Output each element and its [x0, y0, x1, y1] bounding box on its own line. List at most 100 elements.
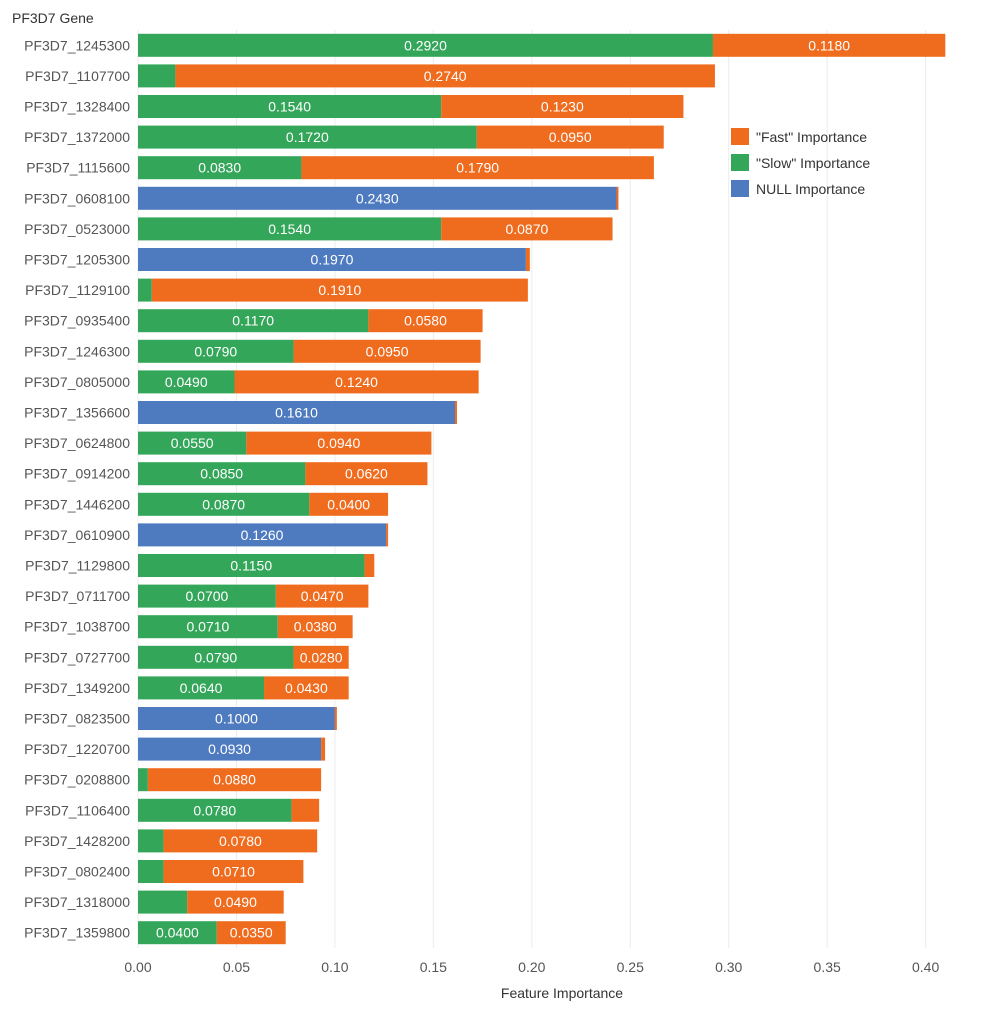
gene-label: PF3D7_1246300 [24, 343, 130, 359]
bar-fast-importance [234, 370, 479, 394]
bar-value-label: 0.0350 [230, 925, 273, 941]
bar-value-label: 0.0710 [186, 619, 229, 635]
bar-fast-importance [441, 95, 684, 118]
bar-fast-importance [305, 462, 428, 486]
bar-value-label: 0.1000 [215, 711, 258, 727]
gene-label: PF3D7_0914200 [24, 466, 130, 482]
gene-label: PF3D7_0805000 [24, 374, 130, 390]
bar-fast-importance [147, 768, 322, 792]
bar-fast-importance [455, 401, 457, 424]
bar-value-label: 0.1230 [541, 99, 584, 115]
bar-slow-importance [138, 492, 310, 516]
bar-fast-importance [216, 921, 286, 945]
bar-slow-importance [138, 33, 713, 57]
bar-value-label: 0.2740 [424, 68, 467, 84]
gene-label: PF3D7_0802400 [24, 864, 130, 880]
bar-value-label: 0.1540 [268, 99, 311, 115]
gene-label: PF3D7_0727700 [24, 649, 130, 665]
gene-label: PF3D7_1115600 [26, 160, 130, 176]
legend-label: "Slow" Importance [756, 155, 870, 171]
x-tick-label: 0.25 [617, 959, 644, 975]
bar-value-label: 0.1540 [268, 221, 311, 237]
x-tick-label: 0.20 [518, 959, 545, 975]
gene-label: PF3D7_1372000 [24, 129, 130, 145]
bar-value-label: 0.0400 [156, 925, 199, 941]
x-tick-label: 0.00 [124, 959, 151, 975]
bar-value-label: 0.0490 [214, 894, 257, 910]
bar-fast-importance [293, 339, 481, 363]
bar-fast-importance [293, 645, 349, 669]
bar-fast-importance [246, 431, 432, 455]
bar-fast-importance [386, 523, 389, 547]
bar-value-label: 0.1180 [808, 37, 850, 53]
bar-value-label: 0.1240 [335, 374, 378, 390]
bar-value-label: 0.0550 [171, 435, 214, 451]
bar-fast-importance [163, 829, 318, 853]
bar-value-label: 0.1720 [286, 129, 329, 145]
bar-fast-importance [334, 707, 337, 730]
y-tick-labels: PF3D7_1245300 PF3D7_1107700 PF3D7_1328400 P… [24, 37, 130, 940]
bar-value-label: 0.0930 [208, 741, 251, 757]
gene-label: PF3D7_0823500 [24, 711, 130, 727]
x-tick-label: 0.30 [715, 959, 742, 975]
bar-slow-importance [138, 339, 294, 363]
bar-value-label: 0.1790 [456, 160, 499, 176]
x-tick-label: 0.15 [420, 959, 447, 975]
bar-value-label: 0.1910 [318, 282, 361, 298]
bar-slow-importance [138, 431, 247, 455]
bar-null-importance [138, 523, 387, 547]
x-axis-title: Feature Importance [501, 985, 623, 1001]
gene-label: PF3D7_1038700 [24, 619, 130, 635]
bar-value-label: 0.2920 [404, 37, 447, 53]
bar-value-label: 0.0940 [317, 435, 360, 451]
gene-label: PF3D7_1318000 [24, 894, 130, 910]
bar-slow-importance [138, 125, 477, 149]
bar-fast-importance [301, 156, 654, 180]
bar-value-label: 0.0490 [165, 374, 208, 390]
gene-label: PF3D7_1205300 [24, 252, 130, 268]
bar-value-label: 0.0870 [202, 496, 245, 512]
gene-label: PF3D7_1328400 [24, 99, 130, 115]
bar-value-label: 0.0620 [345, 466, 388, 482]
bar-value-label: 0.0790 [194, 649, 237, 665]
bar-fast-importance [616, 186, 619, 210]
bar-slow-importance [138, 798, 292, 822]
bar-value-label: 0.0710 [212, 864, 255, 880]
gene-label: PF3D7_1129800 [25, 558, 130, 574]
legend: "Fast" Importance "Slow" Importance NULL I… [731, 128, 870, 197]
bar-fast-importance [368, 309, 483, 333]
bar-slow-importance [138, 860, 164, 883]
bar-value-label: 0.0430 [285, 680, 328, 696]
bar-slow-importance [138, 64, 176, 88]
bar-value-label: 0.1970 [311, 252, 354, 268]
gene-label: PF3D7_1446200 [24, 496, 130, 512]
legend-swatch [731, 128, 749, 145]
bar-slow-importance [138, 921, 217, 945]
legend-label: NULL Importance [756, 181, 865, 197]
bar-value-label: 0.1150 [230, 558, 272, 574]
bar-value-label: 0.0470 [301, 588, 344, 604]
bar-fast-importance [187, 890, 284, 914]
bar-slow-importance [138, 156, 302, 180]
bar-value-label: 0.0830 [198, 160, 241, 176]
bar-fast-importance [277, 615, 353, 639]
gene-label: PF3D7_1428200 [24, 833, 130, 849]
bar-value-label: 0.1170 [232, 313, 274, 329]
bar-null-importance [138, 707, 335, 730]
bar-value-label: 0.1610 [275, 405, 318, 421]
gene-label: PF3D7_1220700 [24, 741, 130, 757]
bar-value-label: 0.0880 [213, 772, 256, 788]
gene-label: PF3D7_0624800 [24, 435, 130, 451]
bar-slow-importance [138, 370, 235, 394]
x-tick-label: 0.40 [912, 959, 939, 975]
bar-value-label: 0.0850 [200, 466, 243, 482]
bar-slow-importance [138, 890, 188, 914]
bar-slow-importance [138, 645, 294, 669]
grid-lines [137, 30, 927, 948]
gene-label: PF3D7_0608100 [24, 190, 130, 206]
y-axis-title: PF3D7 Gene [12, 10, 94, 26]
gene-label: PF3D7_1107700 [25, 68, 130, 84]
gene-label: PF3D7_1356600 [24, 405, 130, 421]
bar-slow-importance [138, 95, 442, 118]
